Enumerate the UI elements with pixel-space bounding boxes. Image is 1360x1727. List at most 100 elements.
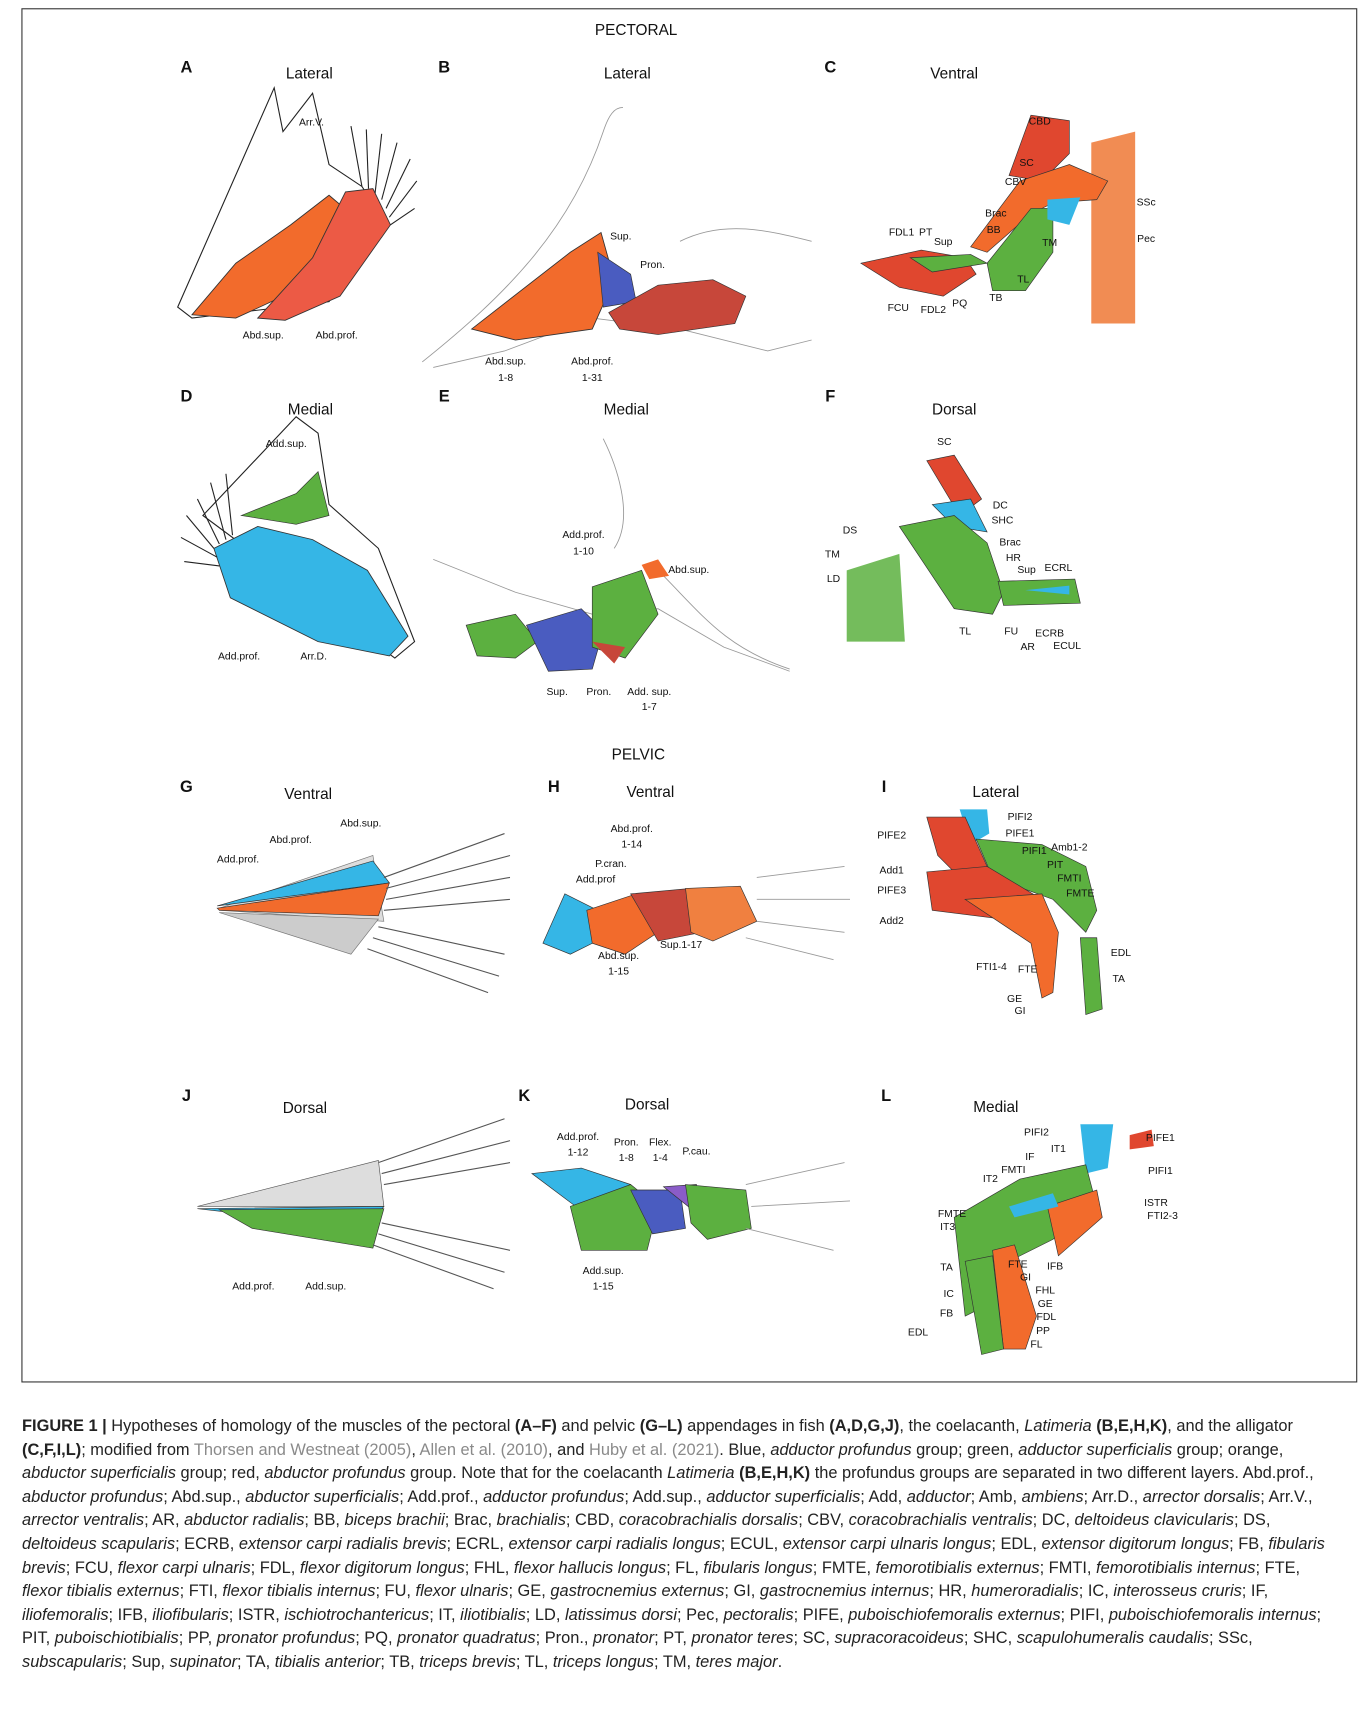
muscle-label: 1-15 bbox=[593, 1281, 614, 1292]
panel-letter: D bbox=[181, 387, 193, 405]
muscle-label: 1-12 bbox=[568, 1147, 589, 1158]
muscle-label: FL bbox=[1030, 1339, 1042, 1350]
caption-text: ; TB, bbox=[380, 1652, 420, 1671]
caption-text: ; PQ, bbox=[355, 1629, 398, 1648]
caption-text: ; ISTR, bbox=[228, 1605, 285, 1624]
caption-text: ; CBD, bbox=[565, 1511, 619, 1530]
citation-link[interactable]: Allen et al. (2010) bbox=[419, 1440, 548, 1459]
caption-text: ; FTI, bbox=[179, 1582, 223, 1601]
caption-text: appendages in fish bbox=[682, 1417, 830, 1435]
caption-text: ; LD, bbox=[525, 1605, 565, 1624]
caption-text: ; HR, bbox=[929, 1582, 972, 1601]
caption-text: ; Pron., bbox=[535, 1629, 594, 1648]
muscle-label: Sup. bbox=[610, 232, 631, 243]
caption-text: interosseus cruris bbox=[1113, 1582, 1242, 1601]
muscle-label: ECUL bbox=[1053, 641, 1081, 652]
caption-text: (G–L) bbox=[639, 1417, 683, 1435]
citation-link[interactable]: Thorsen and Westneat (2005) bbox=[193, 1440, 412, 1459]
caption-text: ; GI, bbox=[724, 1582, 760, 1601]
caption-text: fibularis longus bbox=[703, 1558, 813, 1577]
muscle-label: 1-4 bbox=[653, 1153, 668, 1164]
muscle-label: Add.prof. bbox=[557, 1132, 599, 1143]
caption-text: extensor carpi radialis brevis bbox=[238, 1534, 447, 1553]
muscle-label: Abd.sup. bbox=[485, 357, 526, 368]
muscle-label: FB bbox=[940, 1309, 953, 1320]
caption-text: gastrocnemius internus bbox=[759, 1582, 930, 1601]
caption-text: ; FDL, bbox=[250, 1558, 300, 1577]
muscle-label: ECRB bbox=[1035, 629, 1064, 640]
muscle-label: TM bbox=[1042, 238, 1057, 249]
caption-text: flexor ulnaris bbox=[415, 1582, 509, 1601]
panel-view: Medial bbox=[973, 1099, 1018, 1116]
panel-letter: G bbox=[180, 778, 193, 796]
muscle-label: Brac bbox=[999, 538, 1020, 549]
caption-text: ; modified from bbox=[81, 1440, 194, 1459]
caption-text: abductor profundus bbox=[264, 1464, 406, 1483]
caption-text: , bbox=[411, 1440, 420, 1459]
caption-text: group; red, bbox=[175, 1464, 265, 1483]
muscle-label: TA bbox=[1112, 974, 1125, 985]
caption-text: humeroradialis bbox=[971, 1582, 1079, 1601]
caption-text: ; SSc, bbox=[1208, 1629, 1253, 1648]
caption-text: flexor digitorum longus bbox=[299, 1558, 465, 1577]
caption-text: triceps longus bbox=[552, 1652, 655, 1671]
caption-text: (A,D,G,J) bbox=[829, 1417, 900, 1435]
caption-text: extensor carpi ulnaris longus bbox=[782, 1534, 992, 1553]
caption-text: FIGURE 1 | bbox=[22, 1417, 112, 1435]
muscle-label: Pron. bbox=[640, 260, 665, 271]
muscle-label: FMTE bbox=[938, 1209, 966, 1220]
muscle-label: Add.prof. bbox=[562, 530, 604, 541]
panel-view: Lateral bbox=[972, 784, 1019, 801]
caption-text: deltoideus clavicularis bbox=[1074, 1511, 1234, 1530]
caption-text: ischiotrochantericus bbox=[284, 1605, 430, 1624]
muscle-label: Add. sup. bbox=[627, 687, 671, 698]
muscle-label: Sup.1-17 bbox=[660, 940, 702, 951]
muscle-label: PT bbox=[919, 227, 933, 238]
muscle-label: P.cau. bbox=[682, 1146, 710, 1157]
muscle-label: PIFI2 bbox=[1024, 1128, 1049, 1139]
caption-text: flexor tibialis externus bbox=[22, 1582, 180, 1601]
caption-text: arrector ventralis bbox=[22, 1511, 145, 1530]
muscle-label: Sup bbox=[934, 237, 953, 248]
muscle-label: IT3 bbox=[940, 1222, 955, 1233]
caption-text: ; Arr.D., bbox=[1083, 1487, 1143, 1506]
caption-text: (B,E,H,K) bbox=[1096, 1417, 1168, 1435]
caption-text: flexor tibialis internus bbox=[222, 1582, 376, 1601]
caption-text: abductor radialis bbox=[184, 1511, 305, 1530]
panel-view: Dorsal bbox=[283, 1100, 327, 1117]
caption-text: ; TL, bbox=[515, 1652, 553, 1671]
panel-letter: H bbox=[548, 778, 560, 796]
caption-text: scapulohumeralis caudalis bbox=[1016, 1629, 1209, 1648]
caption-text: group. Note that for the coelacanth bbox=[405, 1464, 668, 1483]
muscle-label: PIFI2 bbox=[1008, 812, 1033, 823]
caption-text: ; GE, bbox=[508, 1582, 551, 1601]
muscle-label: Add.prof. bbox=[217, 855, 259, 866]
muscle-label: ISTR bbox=[1144, 1198, 1168, 1209]
caption-text: ; ECRB, bbox=[175, 1534, 239, 1553]
caption-text: ; ECUL, bbox=[720, 1534, 783, 1553]
caption-text: ; ECRL, bbox=[446, 1534, 509, 1553]
muscle-label: Brac bbox=[985, 209, 1006, 220]
section-title: PELVIC bbox=[612, 747, 665, 764]
caption-text: ; PIFI, bbox=[1060, 1605, 1109, 1624]
muscle-label: GI bbox=[1020, 1273, 1031, 1284]
caption-text: iliotibialis bbox=[460, 1605, 526, 1624]
caption-text: pronator bbox=[593, 1629, 655, 1648]
muscle-label: CBV bbox=[1005, 177, 1026, 188]
muscle-label: FTI1-4 bbox=[976, 962, 1007, 973]
caption-text: ; Amb, bbox=[970, 1487, 1022, 1506]
muscle-label: Arr.D. bbox=[300, 652, 327, 663]
citation-link[interactable]: Huby et al. (2021) bbox=[589, 1440, 720, 1459]
caption-text: puboischiotibialis bbox=[54, 1629, 179, 1648]
panel-view: Lateral bbox=[604, 66, 651, 83]
muscle-label: FDL2 bbox=[921, 305, 947, 316]
muscle-label: ECRL bbox=[1045, 563, 1073, 574]
muscle-label: Add.prof bbox=[576, 874, 615, 885]
muscle-label: TL bbox=[1017, 274, 1029, 285]
caption-text: ; Sup, bbox=[122, 1652, 170, 1671]
muscle-label: FDL1 bbox=[889, 227, 915, 238]
muscle-label: Flex. bbox=[649, 1138, 672, 1149]
caption-text: ; EDL, bbox=[991, 1534, 1042, 1553]
caption-text: Latimeria bbox=[667, 1464, 735, 1483]
